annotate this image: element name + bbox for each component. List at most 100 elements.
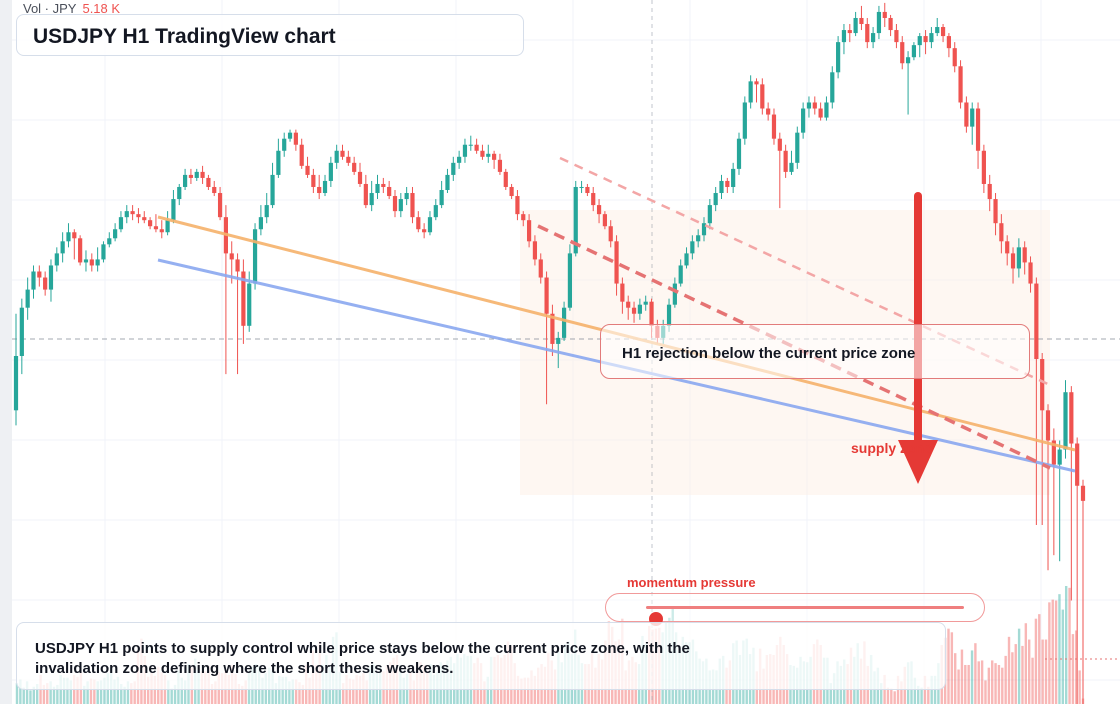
volume-bar [980, 660, 984, 704]
volume-bar [103, 677, 106, 704]
candle-body [783, 150, 788, 172]
volume-bar [520, 678, 523, 704]
volume-bar [66, 677, 69, 704]
candle-body [970, 108, 975, 127]
candle-body [812, 102, 817, 109]
candle-body [841, 30, 847, 43]
candle-body [637, 304, 642, 314]
candle-body [270, 174, 275, 206]
candle-body [1022, 247, 1027, 263]
candle-body [118, 217, 124, 230]
volume-bar [89, 678, 93, 704]
volume-bar [22, 687, 25, 704]
candle-body [416, 217, 421, 230]
candle-body [439, 190, 444, 206]
candle-body [713, 193, 718, 206]
candle-body [334, 150, 339, 163]
supply-zone-label: supply zone [851, 440, 932, 456]
candle-body [31, 271, 36, 290]
candle-body [707, 205, 712, 224]
candle-body [95, 259, 100, 266]
volume-bar [1041, 639, 1044, 704]
candle-body [556, 337, 561, 344]
volume-bar [83, 685, 86, 704]
volume-bar [960, 649, 964, 704]
candle-body [72, 232, 77, 239]
candle-body [993, 199, 998, 224]
candle-body [1075, 443, 1080, 486]
candle-body [620, 283, 625, 302]
candle-body [1063, 392, 1068, 450]
volume-bar [167, 680, 170, 704]
candle-body [567, 253, 573, 308]
volume-bar [1051, 599, 1054, 704]
volume-bar [947, 628, 950, 704]
candle-body [311, 174, 316, 187]
candle-body [532, 241, 538, 260]
volume-bar [994, 663, 997, 704]
volume-bar [893, 691, 896, 704]
volume-bar [913, 677, 917, 704]
candle-body [124, 211, 129, 218]
candle-body [964, 102, 969, 127]
candle-body [952, 48, 957, 67]
candle-body [579, 186, 584, 188]
candle-body [340, 150, 345, 157]
candle-body [999, 223, 1004, 242]
candle-body [975, 108, 981, 151]
candle-body [917, 36, 922, 46]
candle-body [182, 174, 188, 187]
volume-bar [1071, 634, 1075, 704]
candle-body [247, 283, 252, 326]
candle-body [398, 199, 403, 212]
candle-body [806, 102, 812, 109]
candle-body [317, 186, 322, 194]
candle-body [276, 150, 281, 175]
candle-body [1069, 392, 1074, 444]
volume-bar [483, 681, 486, 704]
volume-bar [957, 669, 960, 704]
volume-bar [1014, 644, 1017, 704]
candle-body [66, 232, 71, 242]
candle-body [445, 174, 450, 190]
candle-body [200, 171, 205, 178]
candle-body [847, 30, 852, 34]
volume-bar [281, 676, 284, 704]
volume-bar [32, 686, 36, 704]
volume-bar [829, 683, 832, 704]
volume-bar [1001, 667, 1004, 704]
candle-body [626, 301, 631, 308]
candle-body [771, 114, 777, 139]
candle-body [352, 162, 357, 172]
candle-body [742, 102, 747, 139]
volume-bar [1034, 618, 1038, 704]
volume-bar [15, 683, 19, 704]
candle-body [824, 102, 829, 118]
momentum-track [646, 606, 964, 626]
candle-body [258, 217, 263, 230]
candle-body [37, 271, 42, 278]
volume-bar [886, 687, 890, 704]
volume-bar [301, 684, 305, 704]
candle-body [235, 259, 240, 272]
candle-body [217, 193, 223, 218]
candle-body [433, 205, 438, 218]
candle-body [678, 265, 683, 284]
candle-body [346, 156, 351, 163]
candle-body [451, 162, 456, 175]
candle-body [241, 271, 246, 326]
candle-body [229, 253, 234, 260]
candle-body [392, 196, 398, 212]
candle-body [643, 301, 648, 305]
volume-bar [1004, 655, 1007, 704]
candle-body [894, 30, 899, 43]
candle-body [387, 186, 392, 197]
volume-bar [46, 683, 49, 704]
candle-body [148, 220, 153, 227]
candle-body [766, 108, 771, 115]
candle-body [1034, 283, 1039, 360]
candle-body [188, 174, 194, 178]
candle-body [987, 183, 992, 200]
candle-body [363, 183, 368, 206]
